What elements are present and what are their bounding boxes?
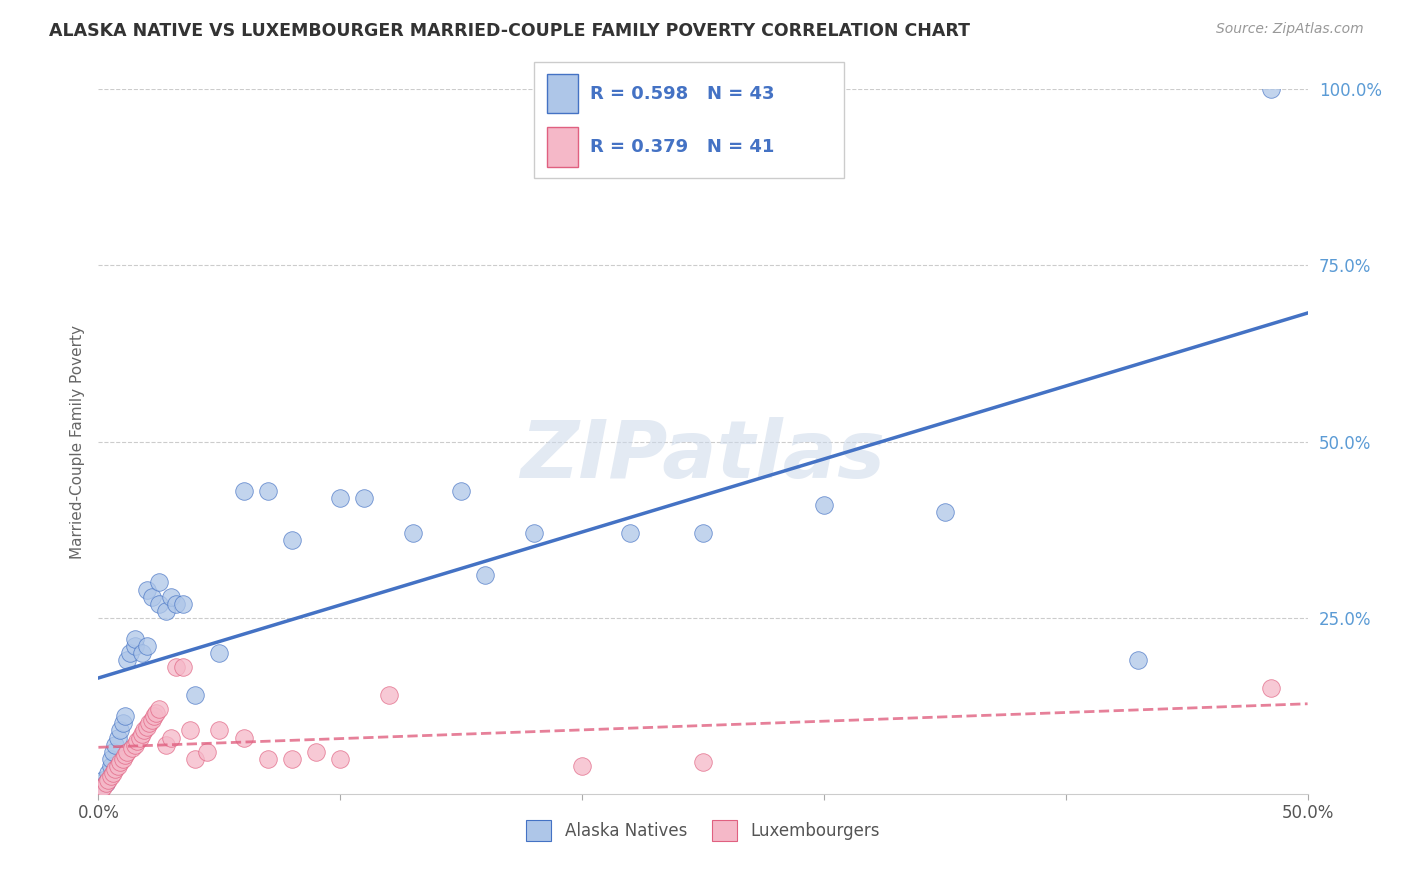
- Point: [118, 646, 141, 660]
- Point: [100, 758, 122, 772]
- Point: [114, 709, 136, 723]
- Point: [232, 731, 254, 745]
- Point: [135, 639, 157, 653]
- Point: [813, 498, 835, 512]
- Point: [97, 765, 120, 780]
- Point: [155, 738, 177, 752]
- Point: [329, 491, 352, 505]
- Point: [94, 776, 117, 790]
- Point: [450, 483, 472, 498]
- Point: [474, 568, 496, 582]
- Point: [128, 731, 150, 745]
- Point: [108, 755, 131, 769]
- FancyBboxPatch shape: [534, 62, 844, 178]
- Text: Source: ZipAtlas.com: Source: ZipAtlas.com: [1216, 22, 1364, 37]
- Point: [100, 769, 122, 783]
- Point: [148, 702, 170, 716]
- Y-axis label: Married-Couple Family Poverty: Married-Couple Family Poverty: [69, 325, 84, 558]
- Point: [97, 772, 120, 787]
- Point: [107, 758, 129, 772]
- Point: [165, 660, 187, 674]
- Point: [117, 745, 139, 759]
- Point: [329, 751, 352, 765]
- Point: [256, 483, 278, 498]
- Point: [121, 741, 143, 756]
- Legend: Alaska Natives, Luxembourgers: Alaska Natives, Luxembourgers: [517, 812, 889, 849]
- Point: [148, 597, 170, 611]
- Point: [619, 526, 641, 541]
- Point: [148, 575, 170, 590]
- Point: [1260, 82, 1282, 96]
- Point: [523, 526, 546, 541]
- Point: [208, 723, 231, 738]
- Point: [160, 590, 183, 604]
- Text: R = 0.379   N = 41: R = 0.379 N = 41: [591, 138, 775, 156]
- Point: [134, 723, 156, 738]
- Point: [127, 734, 149, 748]
- Point: [111, 716, 134, 731]
- Point: [138, 716, 160, 731]
- FancyBboxPatch shape: [547, 74, 578, 113]
- Point: [124, 632, 146, 646]
- Point: [377, 688, 399, 702]
- Text: ZIPatlas: ZIPatlas: [520, 417, 886, 495]
- Point: [124, 738, 146, 752]
- Point: [100, 751, 122, 765]
- Point: [111, 751, 134, 765]
- Point: [184, 751, 207, 765]
- Point: [281, 751, 304, 765]
- Point: [145, 706, 167, 720]
- Point: [1128, 653, 1150, 667]
- Point: [104, 762, 127, 776]
- Point: [934, 505, 956, 519]
- Text: ALASKA NATIVE VS LUXEMBOURGER MARRIED-COUPLE FAMILY POVERTY CORRELATION CHART: ALASKA NATIVE VS LUXEMBOURGER MARRIED-CO…: [49, 22, 970, 40]
- FancyBboxPatch shape: [547, 128, 578, 167]
- Point: [124, 639, 146, 653]
- Point: [108, 723, 131, 738]
- Point: [117, 653, 139, 667]
- Point: [281, 533, 304, 548]
- Point: [172, 597, 194, 611]
- Point: [256, 751, 278, 765]
- Text: R = 0.598   N = 43: R = 0.598 N = 43: [591, 85, 775, 103]
- Point: [135, 582, 157, 597]
- Point: [402, 526, 425, 541]
- Point: [141, 713, 163, 727]
- Point: [165, 597, 187, 611]
- Point: [114, 748, 136, 763]
- Point: [353, 491, 375, 505]
- Point: [90, 780, 112, 794]
- Point: [692, 526, 714, 541]
- Point: [172, 660, 194, 674]
- Point: [107, 731, 129, 745]
- Point: [94, 776, 117, 790]
- Point: [135, 720, 157, 734]
- Point: [208, 646, 231, 660]
- Point: [101, 765, 124, 780]
- Point: [155, 604, 177, 618]
- Point: [179, 723, 201, 738]
- Point: [305, 745, 328, 759]
- Point: [104, 738, 127, 752]
- Point: [143, 709, 166, 723]
- Point: [1260, 681, 1282, 696]
- Point: [91, 780, 114, 794]
- Point: [90, 783, 112, 797]
- Point: [195, 745, 218, 759]
- Point: [232, 483, 254, 498]
- Point: [131, 646, 153, 660]
- Point: [141, 590, 163, 604]
- Point: [131, 727, 153, 741]
- Point: [160, 731, 183, 745]
- Point: [91, 772, 114, 787]
- Point: [692, 755, 714, 769]
- Point: [184, 688, 207, 702]
- Point: [571, 758, 593, 772]
- Point: [101, 745, 124, 759]
